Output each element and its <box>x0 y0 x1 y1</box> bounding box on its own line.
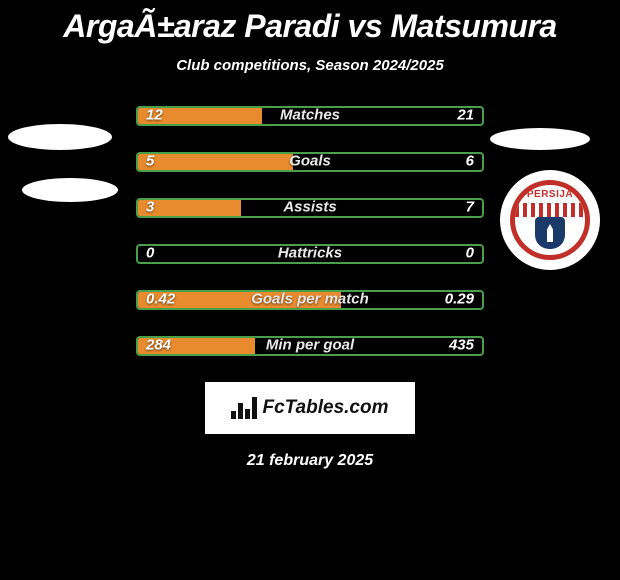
fctables-watermark: FcTables.com <box>205 382 415 434</box>
stat-bar-fill <box>138 154 293 170</box>
stat-bar: 284 Min per goal 435 <box>136 336 484 356</box>
stat-label: Matches <box>280 107 340 124</box>
stat-label: Assists <box>283 199 336 216</box>
stat-value-left: 3 <box>146 199 154 216</box>
page-title: ArgaÃ±araz Paradi vs Matsumura <box>0 0 620 45</box>
stat-label: Goals per match <box>251 291 369 308</box>
season-subtitle: Club competitions, Season 2024/2025 <box>0 57 620 74</box>
club-logo-text: PERSIJA <box>527 189 573 200</box>
bar-chart-icon-bar <box>245 409 250 419</box>
stat-value-right: 7 <box>466 199 474 216</box>
stat-bar: 3 Assists 7 <box>136 198 484 218</box>
club-logo-persija: PERSIJA <box>500 170 600 270</box>
stat-row: 284 Min per goal 435 <box>0 336 620 356</box>
stat-row: 12 Matches 21 <box>0 106 620 126</box>
bar-chart-icon-bar <box>238 403 243 419</box>
stat-value-left: 12 <box>146 107 163 124</box>
stat-row: 0.42 Goals per match 0.29 <box>0 290 620 310</box>
stat-label: Hattricks <box>278 245 342 262</box>
player1-logo-placeholder-top <box>8 124 112 150</box>
stat-bar: 5 Goals 6 <box>136 152 484 172</box>
bar-chart-icon-bar <box>231 411 236 419</box>
player2-logo-placeholder-top <box>490 128 590 150</box>
club-logo-stripes <box>515 203 585 217</box>
stat-value-right: 0.29 <box>445 291 474 308</box>
bar-chart-icon <box>231 397 257 419</box>
stat-row: 5 Goals 6 <box>0 152 620 172</box>
stat-value-left: 0 <box>146 245 154 262</box>
stat-value-right: 0 <box>466 245 474 262</box>
club-logo-shield <box>535 217 565 249</box>
stat-value-left: 5 <box>146 153 154 170</box>
club-logo-inner: PERSIJA <box>510 180 590 260</box>
stat-value-left: 0.42 <box>146 291 175 308</box>
player1-logo-placeholder-bottom <box>22 178 118 202</box>
stat-label: Goals <box>289 153 331 170</box>
stat-value-right: 435 <box>449 337 474 354</box>
stat-bar: 0 Hattricks 0 <box>136 244 484 264</box>
fctables-text: FcTables.com <box>262 397 388 419</box>
bar-chart-icon-bar <box>252 397 257 419</box>
stat-label: Min per goal <box>266 337 354 354</box>
monument-icon <box>547 224 553 242</box>
stat-value-right: 21 <box>457 107 474 124</box>
date-label: 21 february 2025 <box>0 452 620 470</box>
stat-value-right: 6 <box>466 153 474 170</box>
stat-bar: 12 Matches 21 <box>136 106 484 126</box>
stat-value-left: 284 <box>146 337 171 354</box>
stat-bar: 0.42 Goals per match 0.29 <box>136 290 484 310</box>
